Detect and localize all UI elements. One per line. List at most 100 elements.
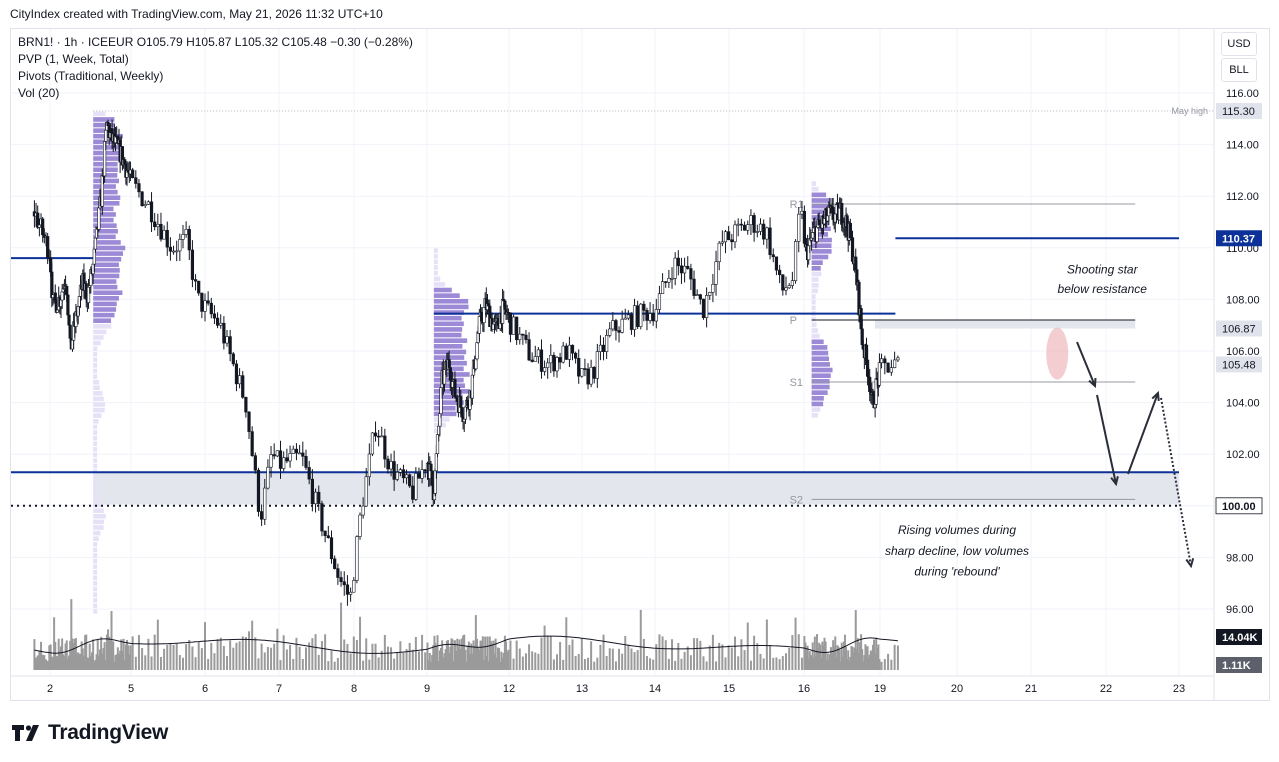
time-tick-label: 14 [649, 683, 661, 695]
candle-body [219, 322, 223, 326]
volume-profile-bar [93, 301, 117, 307]
candle-body [256, 469, 261, 512]
volume-profile-bar [93, 592, 98, 597]
candle-body [527, 339, 531, 361]
volume-profile-bar [811, 333, 820, 339]
legend-volume-indicator[interactable]: Vol (20) [18, 86, 60, 100]
candle-body [222, 322, 226, 344]
candle-body [193, 279, 198, 282]
candle-body [41, 218, 45, 236]
volume-profile-bar [93, 514, 106, 519]
legend-pvp-indicator[interactable]: PVP (1, Week, Total) [18, 52, 129, 66]
volume-profile-bar [811, 367, 833, 373]
volume-profile-bar [93, 402, 105, 407]
time-tick-label: 21 [1025, 683, 1037, 695]
volume-profile-bar [93, 268, 120, 273]
candle-body [598, 344, 603, 352]
candle-body [313, 491, 318, 505]
volume-profile-bar [433, 315, 462, 321]
arrow-drop-2-head [1110, 475, 1119, 487]
candle-body [408, 474, 412, 487]
candle-body [134, 177, 138, 184]
volume-profile-bar [93, 603, 98, 609]
pivot-label-s1: S1 [790, 377, 803, 389]
candle-body [215, 317, 220, 326]
candle-body [358, 514, 362, 537]
candle-body [797, 213, 801, 242]
candle-body [159, 223, 163, 240]
candle-body [272, 454, 276, 457]
volume-profile-bar [811, 294, 816, 299]
volume-profile-bar [433, 259, 438, 265]
candle-body [558, 357, 562, 363]
volume-profile-bar [93, 446, 98, 452]
volume-profile-bar [93, 536, 99, 541]
volume-profile-bar [93, 424, 98, 430]
arrow-rebound [1127, 392, 1159, 475]
candle-body [429, 463, 433, 472]
volume-profile-bar [811, 362, 830, 367]
legend-pivots-indicator[interactable]: Pivots (Traditional, Weekly) [18, 69, 164, 83]
volume-profile-bar [93, 223, 117, 228]
volume-profile-bar [93, 586, 98, 592]
candle-body [670, 277, 674, 280]
currency-usd-button[interactable]: USD [1221, 32, 1257, 56]
volume-profile-bar [93, 581, 98, 586]
candle-body [771, 254, 775, 258]
candle-body [521, 333, 525, 336]
volume-profile-bar [93, 212, 116, 217]
volume-profile-bar [93, 195, 121, 200]
candle-body [530, 359, 534, 362]
price-label-bg [1216, 356, 1262, 373]
legend-symbol-line[interactable]: BRN1! · 1h · ICEEUR O105.79 H105.87 L105… [18, 35, 413, 49]
volume-profile-bar [93, 441, 98, 446]
candle-body [664, 281, 668, 283]
candle-body [352, 580, 356, 593]
volume-profile-bar [93, 553, 98, 558]
volume-profile-bar [433, 332, 462, 338]
volume-profile-bar [93, 290, 123, 296]
candle-body [355, 536, 359, 581]
price-label-bg [1215, 497, 1263, 515]
candle-body [146, 201, 150, 205]
tradingview-brand[interactable]: TradingView [12, 719, 168, 747]
candle-body [278, 450, 283, 469]
tradingview-logo-icon [12, 725, 39, 741]
volume-profile-bar [433, 349, 467, 355]
candle-body [657, 293, 662, 310]
volume-profile-bar [433, 383, 465, 389]
support-zone-1 [874, 320, 1136, 329]
volume-profile-bar [811, 288, 819, 294]
candle-body [765, 227, 769, 240]
candle-body [285, 457, 289, 462]
candle-body [524, 334, 528, 340]
annotation-text-2: Rising volumes during [898, 523, 1016, 537]
price-label: 100.00 [1222, 501, 1256, 513]
candle-body [889, 367, 893, 373]
candle-body [642, 303, 646, 311]
unit-bll-button[interactable]: BLL [1221, 58, 1257, 82]
volume-profile-bar [93, 363, 98, 368]
candle-body [564, 345, 568, 360]
candle-body [209, 302, 213, 315]
volume-profile-bar [433, 400, 464, 405]
volume-profile-bar [811, 299, 816, 305]
candle-body [67, 314, 71, 326]
arrow-rebound-head [1151, 390, 1160, 402]
candle-body [339, 577, 343, 583]
candle-body [645, 310, 649, 321]
candle-body [237, 375, 242, 385]
candle-body [533, 356, 537, 362]
candle-body [398, 469, 402, 473]
volume-profile-bar [433, 417, 450, 422]
candle-body [698, 294, 702, 300]
candle-body [187, 229, 191, 251]
volume-profile-bar [433, 287, 452, 293]
volume-profile-bar [93, 541, 98, 547]
volume-profile-bar [93, 346, 98, 351]
candle-body [577, 357, 581, 377]
candle-body [364, 476, 368, 507]
volume-profile-bar [433, 394, 463, 400]
candle-body [592, 366, 596, 379]
